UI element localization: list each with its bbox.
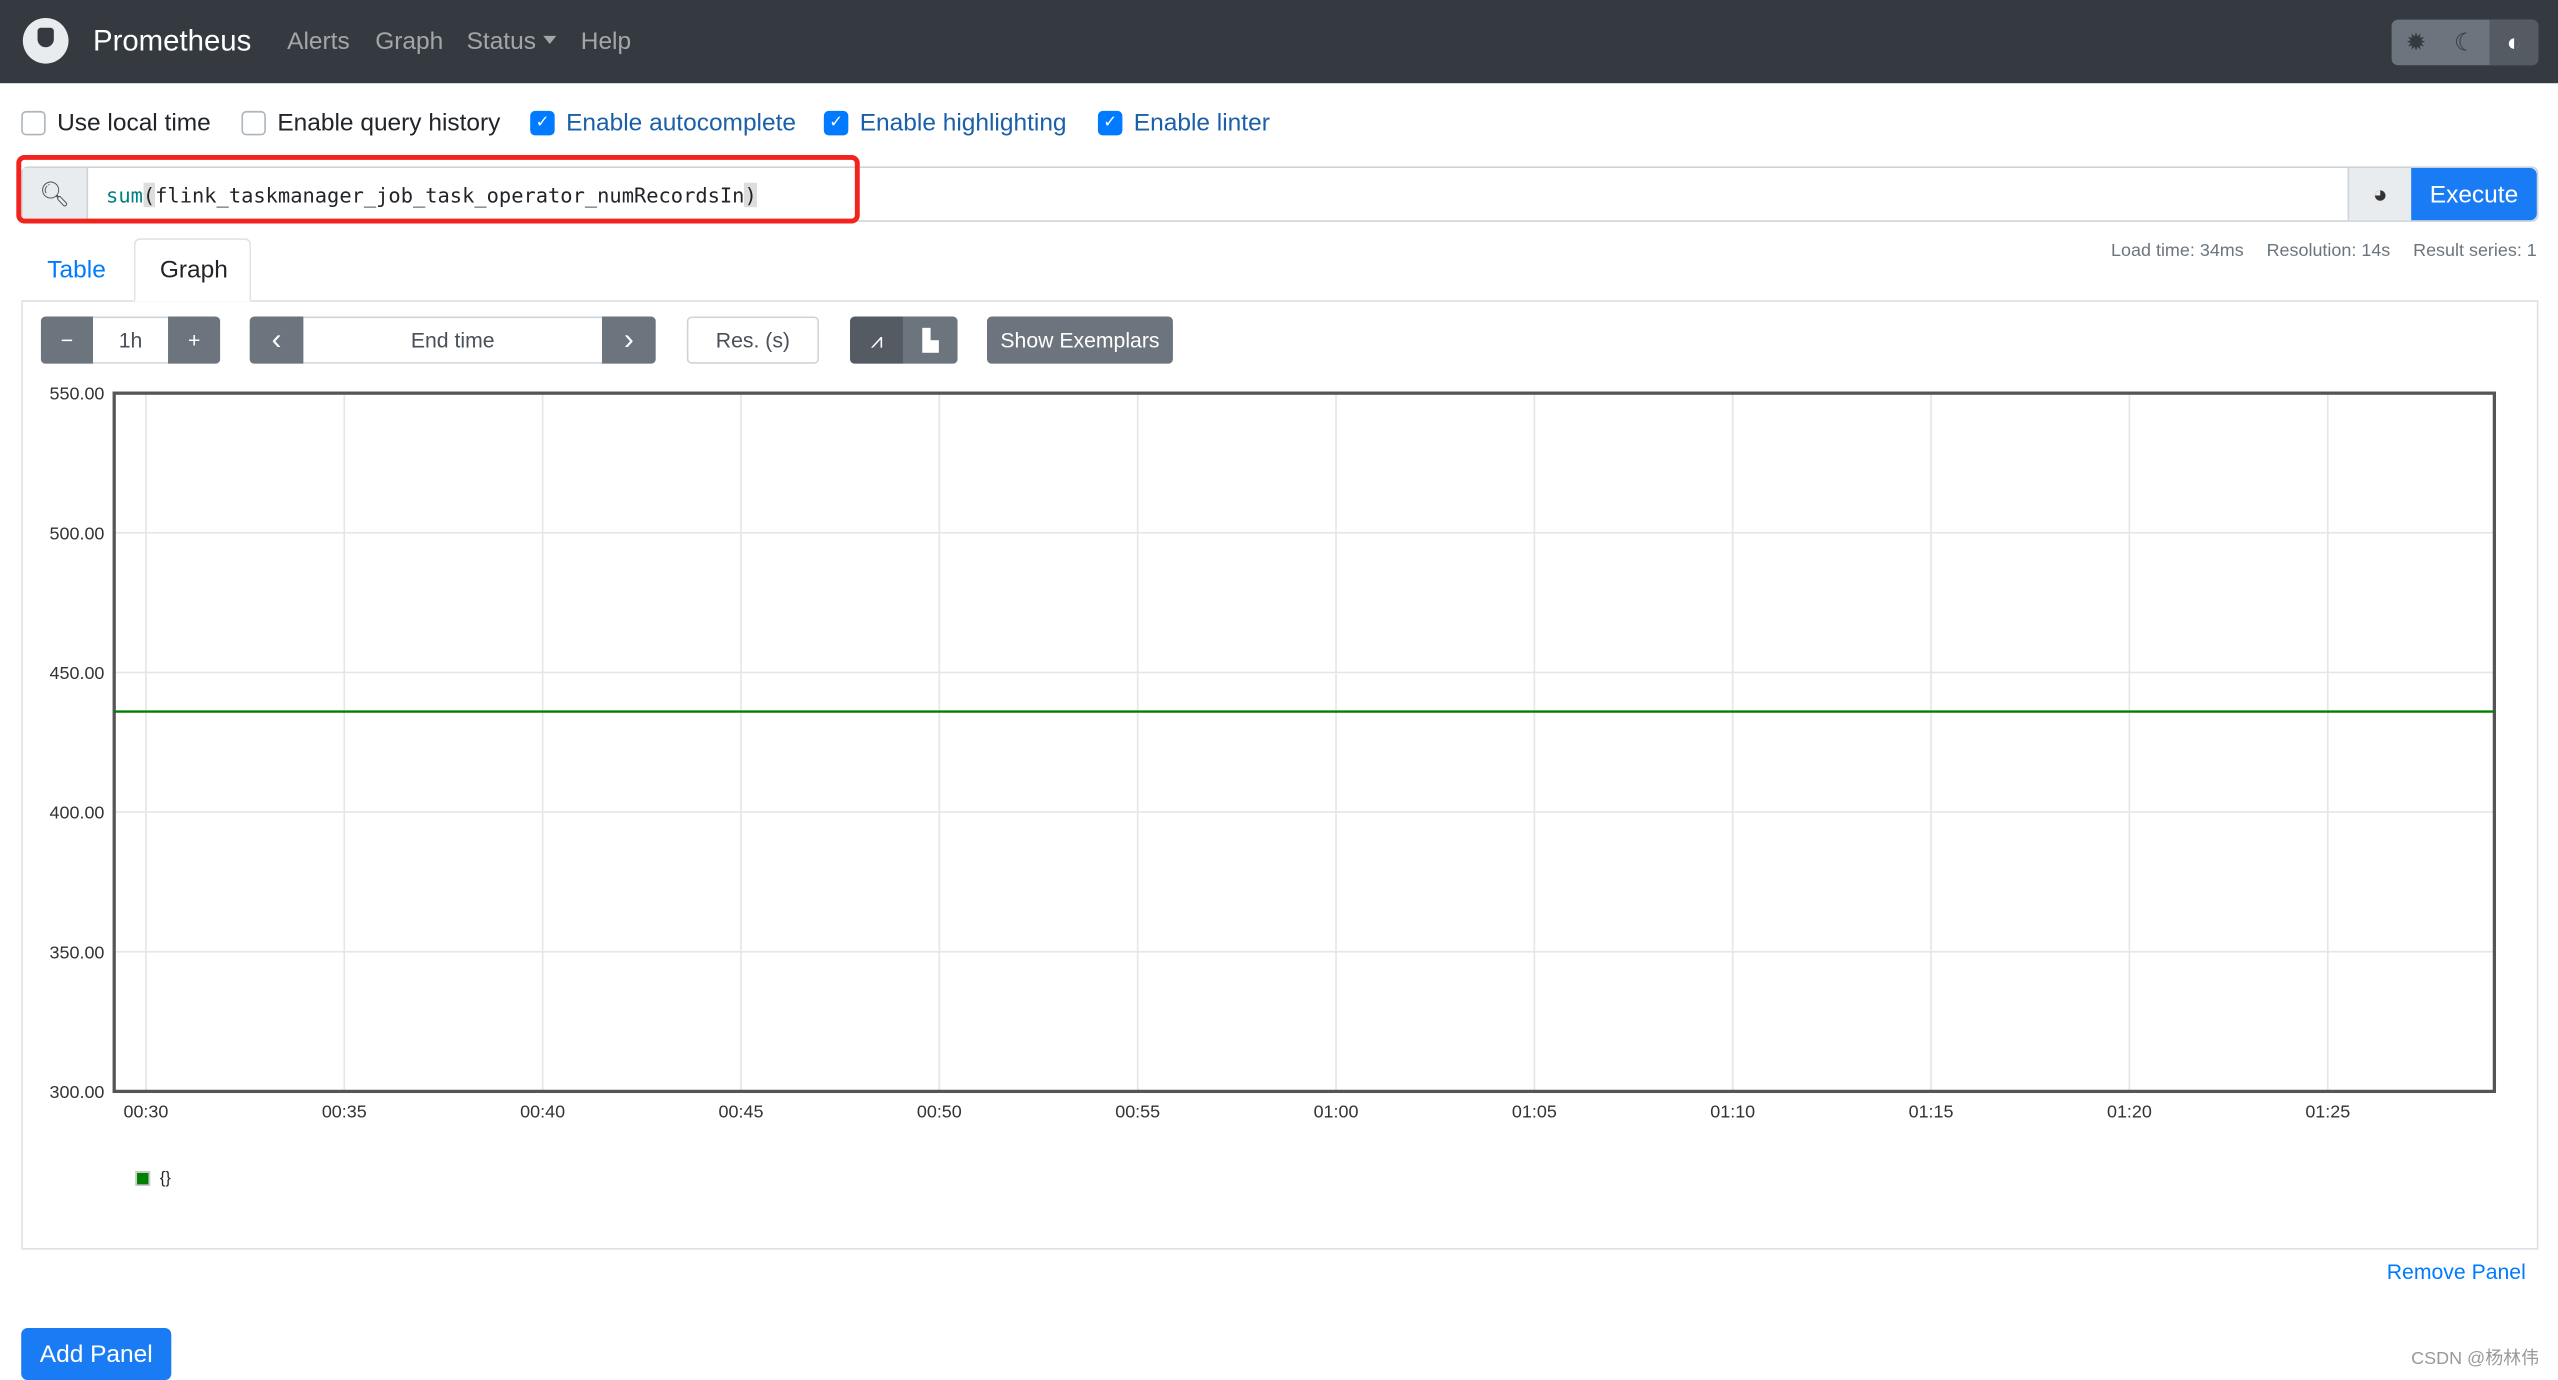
sun-icon[interactable]: ✹ [2405,29,2427,58]
query-metric: flink_taskmanager_job_task_operator_numR… [155,181,745,207]
x-tick-label: 00:35 [322,1101,367,1121]
x-tick-label: 01:10 [1710,1101,1755,1121]
option-enable-highlighting[interactable]: ✓ Enable highlighting [823,109,1067,138]
option-label: Use local time [57,109,211,138]
end-time-control: ‹ End time › [249,316,656,364]
option-enable-query-history[interactable]: Enable query history [241,109,500,137]
graph-chart[interactable]: 550.00 500.00 450.00 400.00 350.00 300.00 00:3… [0,375,2558,1142]
legend-label[interactable]: {} [159,1169,171,1188]
y-tick-label: 300.00 [50,1082,105,1102]
exemplars-control: Show Exemplars [986,316,1173,364]
x-tick-label: 01:25 [2305,1101,2350,1121]
checkbox[interactable]: ✓ [1097,110,1123,136]
x-tick-label: 01:20 [2107,1101,2152,1121]
watermark: CSDN @杨林伟 [2411,1349,2540,1369]
tab-table[interactable]: Table [47,256,106,284]
nav-help[interactable]: Help [580,27,632,56]
query-bar: 🔍︎ sum(flink_taskmanager_job_task_operat… [21,166,2539,222]
range-control: − 1h + [40,316,221,364]
x-tick-label: 00:30 [123,1101,168,1121]
caret-down-icon [542,35,556,45]
y-tick-label: 500.00 [50,523,105,543]
resolution: Resolution: 14s [2266,241,2391,262]
nav-status[interactable]: Status [466,27,556,56]
brand[interactable]: Prometheus [92,24,252,58]
checkbox[interactable]: ✓ [823,110,849,136]
query-stats: Load time: 34ms Resolution: 14s Result s… [2111,241,2537,261]
resolution-input[interactable]: Res. (s) [688,318,818,363]
option-label: Enable highlighting [859,109,1067,138]
moon-icon[interactable]: ☾ [2454,29,2476,58]
x-tick-label: 00:40 [520,1101,565,1121]
nav-graph[interactable]: Graph [375,27,444,56]
legend: {} [135,1169,171,1188]
checkbox[interactable] [241,110,266,136]
x-tick-label: 01:05 [1512,1101,1557,1121]
half-circle-icon[interactable]: ◐ [2489,19,2539,66]
stacked-chart-icon[interactable]: ▙ [903,316,958,364]
y-tick-label: 450.00 [50,663,105,683]
previous-time-button[interactable]: ‹ [249,316,304,364]
query-paren-close: ) [744,181,757,207]
theme-toggle: ✹ ☾ ◐ [2391,19,2539,66]
y-tick-label: 350.00 [50,942,105,962]
x-tick-label: 00:45 [719,1101,764,1121]
x-tick-label: 00:50 [917,1101,962,1121]
legend-swatch [135,1171,151,1187]
y-tick-label: 550.00 [50,384,105,404]
show-exemplars-button[interactable]: Show Exemplars [986,316,1173,364]
load-time: Load time: 34ms [2111,241,2244,262]
tab-graph[interactable]: Graph [133,238,252,302]
option-enable-autocomplete[interactable]: ✓ Enable autocomplete [530,109,796,137]
option-label: Enable autocomplete [566,109,797,138]
add-panel-button[interactable]: Add Panel [21,1327,172,1380]
x-tick-label: 01:00 [1314,1101,1359,1121]
resolution-control: Res. (s) [686,316,819,364]
query-function: sum [106,181,143,207]
query-input[interactable]: sum(flink_taskmanager_job_task_operator_… [88,168,2347,220]
y-tick-label: 400.00 [50,803,105,823]
x-tick-label: 00:55 [1115,1101,1160,1121]
chart-type-toggle: ⩘ ▙ [849,316,958,364]
navbar: Prometheus Alerts Graph Status Help ✹ ☾ … [0,0,2558,84]
plot-border [112,391,2497,1094]
result-series: Result series: 1 [2413,241,2537,262]
option-label: Enable linter [1133,109,1270,138]
range-input[interactable]: 1h [92,316,169,364]
graph-panel [21,300,2539,1250]
search-icon: 🔍︎ [22,168,89,221]
option-use-local-time[interactable]: Use local time [21,109,211,137]
option-enable-linter[interactable]: ✓ Enable linter [1097,109,1270,138]
increase-range-button[interactable]: + [168,316,221,364]
query-paren-open: ( [142,181,156,207]
checkbox[interactable]: ✓ [530,110,555,136]
metrics-explorer-globe-icon[interactable]: ◕ [2347,168,2412,221]
nav-status-label: Status [466,27,536,56]
execute-button[interactable]: Execute [2411,168,2537,221]
x-tick-label: 01:15 [1909,1101,1954,1121]
remove-panel-link[interactable]: Remove Panel [2386,1259,2526,1284]
nav-alerts[interactable]: Alerts [287,27,350,56]
next-time-button[interactable]: › [601,316,656,364]
end-time-input[interactable]: End time [303,316,602,364]
decrease-range-button[interactable]: − [40,316,93,364]
checkbox[interactable] [21,110,46,136]
option-label: Enable query history [277,109,501,138]
line-chart-icon[interactable]: ⩘ [849,316,904,364]
prometheus-logo-icon[interactable] [22,17,69,64]
